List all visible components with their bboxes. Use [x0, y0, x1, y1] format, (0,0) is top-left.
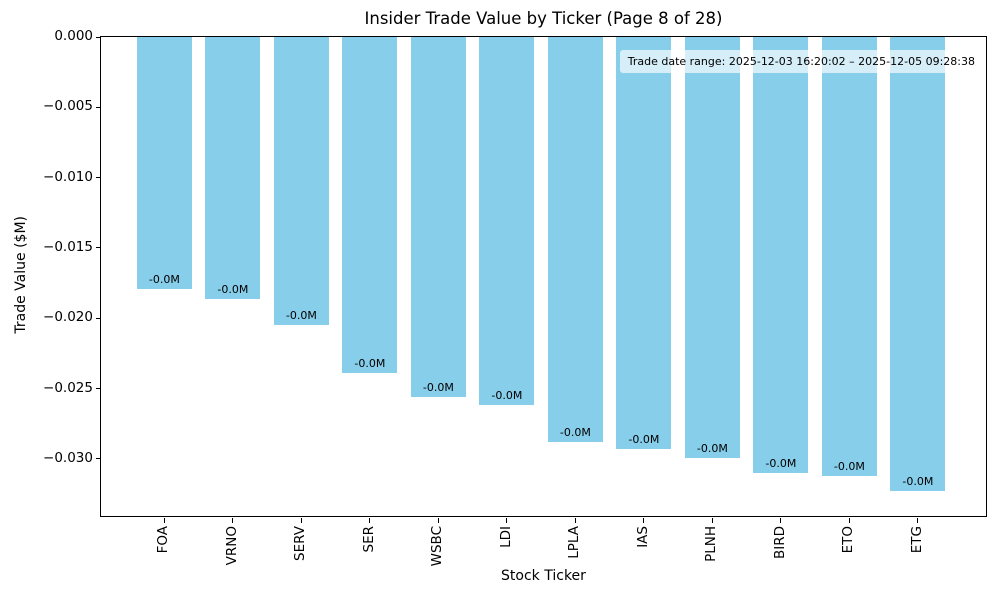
chart-title: Insider Trade Value by Ticker (Page 8 of…: [364, 9, 723, 28]
y-tick-mark: [96, 247, 101, 249]
x-tick-mark: [917, 518, 919, 523]
plot-canvas: 0.000 −0.005 −0.010 −0.015 −0.020 −0.025 −0.03…: [43, 28, 986, 566]
trade-date-range-annotation: Trade date range: 2025-12-03 16:20:02 – …: [619, 50, 983, 73]
bar-value-label-vrno: -0.0M: [217, 282, 249, 296]
x-tick-label-eto: ETO: [840, 526, 857, 554]
x-tick-label-ser: SER: [360, 526, 377, 553]
y-tick-label: −0.030: [43, 449, 93, 466]
bar-foa: [136, 37, 192, 289]
y-tick-label: −0.025: [43, 379, 93, 396]
bar-ias: [616, 37, 672, 450]
x-tick-mark: [711, 518, 713, 523]
bar-value-label-etg: -0.0M: [902, 475, 934, 489]
y-tick-mark: [96, 106, 101, 108]
y-tick-label: −0.010: [43, 168, 93, 185]
x-tick-mark: [574, 518, 576, 523]
bar-serv: [273, 37, 329, 326]
x-tick-mark: [506, 518, 508, 523]
x-tick-label-plnh: PLNH: [703, 526, 720, 562]
bar-bird: [753, 37, 809, 473]
y-tick-mark: [96, 388, 101, 390]
bar-ser: [342, 37, 398, 374]
bar-value-label-bird: -0.0M: [765, 456, 797, 470]
bar-value-label-ldi: -0.0M: [491, 389, 523, 403]
bar-value-label-wsbc: -0.0M: [422, 381, 454, 395]
y-tick-label: −0.005: [43, 98, 93, 115]
x-tick-mark: [643, 518, 645, 523]
bar-plnh: [684, 37, 740, 458]
bar-value-label-plnh: -0.0M: [696, 441, 728, 455]
y-tick-mark: [96, 317, 101, 319]
bar-vrno: [205, 37, 261, 299]
x-tick-label-foa: FOA: [155, 526, 172, 554]
bar-value-label-ias: -0.0M: [628, 433, 660, 447]
bar-value-label-ser: -0.0M: [354, 357, 386, 371]
x-tick-mark: [848, 518, 850, 523]
x-tick-mark: [232, 518, 234, 523]
bar-wsbc: [410, 37, 466, 398]
bar-etg: [890, 37, 946, 492]
x-tick-mark: [300, 518, 302, 523]
x-axis-label: Stock Ticker: [501, 568, 586, 584]
x-tick-label-bird: BIRD: [771, 526, 788, 560]
x-tick-mark: [369, 518, 371, 523]
x-tick-label-ldi: LDI: [497, 526, 514, 548]
bar-value-label-foa: -0.0M: [148, 272, 180, 286]
y-tick-mark: [96, 458, 101, 460]
x-tick-mark: [163, 518, 165, 523]
x-tick-mark: [780, 518, 782, 523]
x-tick-label-serv: SERV: [292, 526, 309, 561]
y-tick-label: 0.000: [54, 28, 93, 44]
x-tick-label-etg: ETG: [908, 526, 925, 554]
y-tick-mark: [96, 177, 101, 179]
plot-area: 0.000 −0.005 −0.010 −0.015 −0.020 −0.025 −0.03…: [43, 28, 987, 566]
y-tick-mark: [96, 36, 101, 38]
bar-value-label-serv: -0.0M: [285, 309, 317, 323]
bar-eto: [821, 37, 877, 476]
bar-value-label-eto: -0.0M: [833, 459, 865, 473]
x-tick-label-ias: IAS: [634, 526, 651, 548]
bar-lpla: [547, 37, 603, 443]
x-tick-label-wsbc: WSBC: [429, 526, 446, 567]
x-tick-label-lpla: LPLA: [566, 526, 583, 559]
y-axis-label: Trade Value ($M): [13, 216, 29, 334]
x-tick-mark: [437, 518, 439, 523]
bar-ldi: [479, 37, 535, 406]
y-tick-label: −0.020: [43, 309, 93, 326]
y-tick-label: −0.015: [43, 238, 93, 255]
bar-value-label-lpla: -0.0M: [559, 426, 591, 440]
x-tick-label-vrno: VRNO: [223, 526, 240, 566]
